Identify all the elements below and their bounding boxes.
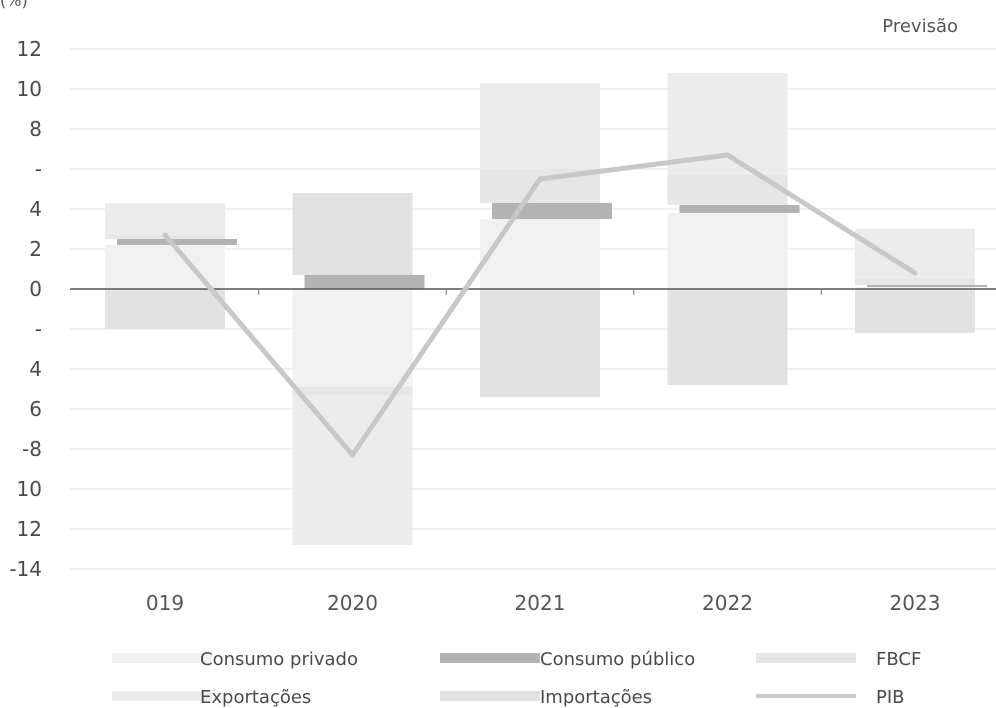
bar-segment [492, 203, 612, 219]
y-tick-label: - [35, 157, 42, 181]
x-tick-label: 2020 [327, 591, 378, 615]
bar-segment [667, 289, 788, 385]
y-tick-label: 2 [29, 237, 42, 261]
legend-item: PIB [756, 687, 905, 708]
y-tick-label: 0 [29, 277, 42, 301]
legend-item: Consumo privado [112, 649, 358, 670]
bar-segment [292, 387, 413, 395]
bar-segment [292, 289, 413, 387]
bar-segment [105, 289, 225, 329]
legend-item: Exportações [112, 687, 311, 708]
bar-segment [867, 285, 987, 287]
y-tick-label: -14 [9, 557, 42, 581]
y-tick-label: 10 [17, 477, 42, 501]
forecast-label: Previsão [882, 16, 958, 37]
x-tick-label: 2021 [515, 591, 566, 615]
pib-line [162, 152, 918, 458]
x-tick-labels: 019 2020 2021 2022 2023 [146, 591, 941, 615]
legend-label: FBCF [876, 649, 921, 670]
legend-swatch [440, 691, 540, 701]
y-tick-label: 6 [29, 397, 42, 421]
legend-label: PIB [876, 687, 905, 708]
y-tick-label: -8 [22, 437, 42, 461]
bar-segment [480, 219, 600, 289]
bar-segment [117, 239, 237, 245]
bar-segment [480, 289, 600, 397]
legend-swatch [112, 653, 212, 663]
legend: Consumo privado Consumo público FBCF Export… [112, 649, 921, 708]
bar-segment [292, 395, 413, 545]
bar-segment [105, 203, 225, 235]
bar-segment [855, 289, 975, 333]
bar-segment [855, 279, 975, 285]
legend-swatch [440, 653, 540, 663]
y-tick-label: 12 [17, 37, 42, 61]
bar-segment [480, 83, 600, 169]
bar-segment [855, 287, 975, 289]
y-tick-label: 8 [29, 117, 42, 141]
legend-swatch [756, 653, 856, 663]
y-tick-label: 10 [17, 77, 42, 101]
bar-segment [679, 205, 800, 213]
y-tick-label: 4 [29, 197, 42, 221]
legend-label: Consumo privado [200, 649, 358, 670]
axes [70, 288, 996, 295]
legend-label: Importações [540, 687, 652, 708]
legend-label: Exportações [200, 687, 311, 708]
x-tick-label: 019 [146, 591, 184, 615]
legend-item: Consumo público [440, 649, 695, 670]
legend-item: Importações [440, 687, 652, 708]
y-unit-label: (%) [0, 0, 28, 10]
y-tick-label: 12 [17, 517, 42, 541]
bar-segment [667, 213, 788, 289]
legend-item: FBCF [756, 649, 921, 670]
bar-segment [292, 193, 413, 275]
x-tick-label: 2022 [702, 591, 753, 615]
legend-label: Consumo público [540, 649, 695, 670]
y-tick-label: - [35, 317, 42, 341]
legend-swatch [112, 691, 212, 701]
y-tick-label: 4 [29, 357, 42, 381]
pib-line-group [162, 152, 918, 458]
bars-group [105, 73, 987, 545]
x-tick-label: 2023 [890, 591, 941, 615]
bar-segment [304, 275, 425, 289]
